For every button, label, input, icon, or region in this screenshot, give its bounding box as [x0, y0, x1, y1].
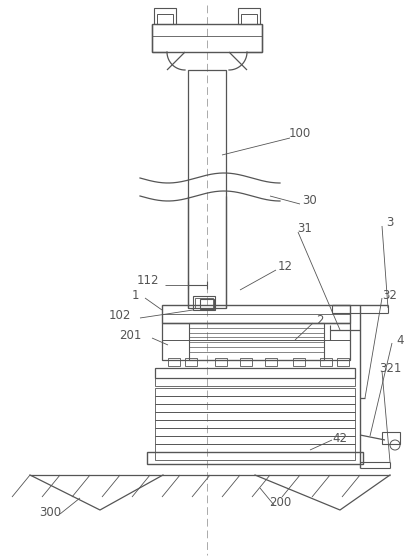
Bar [154, 428, 354, 436]
Bar [152, 24, 261, 52]
Bar [161, 305, 349, 323]
Bar [192, 296, 214, 310]
Bar [381, 432, 399, 444]
Bar [237, 8, 259, 24]
Bar [240, 358, 252, 366]
Bar [154, 452, 354, 460]
Text: 3: 3 [385, 216, 393, 228]
Bar [154, 8, 176, 24]
Bar [154, 378, 354, 386]
Bar [336, 358, 348, 366]
Bar [195, 298, 212, 308]
Text: 112: 112 [136, 273, 159, 287]
Text: 30: 30 [302, 194, 317, 207]
Bar [199, 299, 214, 309]
Text: 4: 4 [395, 334, 403, 347]
Bar [154, 368, 354, 378]
Bar [154, 388, 354, 396]
Text: 1: 1 [131, 288, 138, 301]
Text: 300: 300 [39, 506, 61, 519]
Text: 42: 42 [332, 432, 347, 445]
Bar [154, 436, 354, 444]
Bar [154, 396, 354, 404]
Bar [154, 404, 354, 412]
Text: 321: 321 [378, 362, 400, 375]
Bar [154, 444, 354, 452]
Bar [292, 358, 304, 366]
Text: 100: 100 [288, 127, 311, 139]
Bar [161, 323, 349, 360]
Text: 200: 200 [268, 496, 290, 508]
Bar [185, 358, 197, 366]
Bar [154, 412, 354, 420]
Text: 12: 12 [277, 259, 292, 273]
Text: 32: 32 [382, 288, 396, 301]
Bar [214, 358, 226, 366]
Text: 31: 31 [297, 222, 312, 235]
Bar [147, 452, 362, 464]
Bar [188, 70, 225, 308]
Bar [319, 358, 331, 366]
Bar [168, 358, 180, 366]
Bar [157, 14, 173, 24]
Bar [264, 358, 276, 366]
Bar [189, 323, 323, 360]
Text: 201: 201 [119, 329, 141, 342]
Text: 102: 102 [109, 309, 131, 321]
Bar [240, 14, 256, 24]
Text: 2: 2 [316, 314, 323, 326]
Bar [154, 420, 354, 428]
